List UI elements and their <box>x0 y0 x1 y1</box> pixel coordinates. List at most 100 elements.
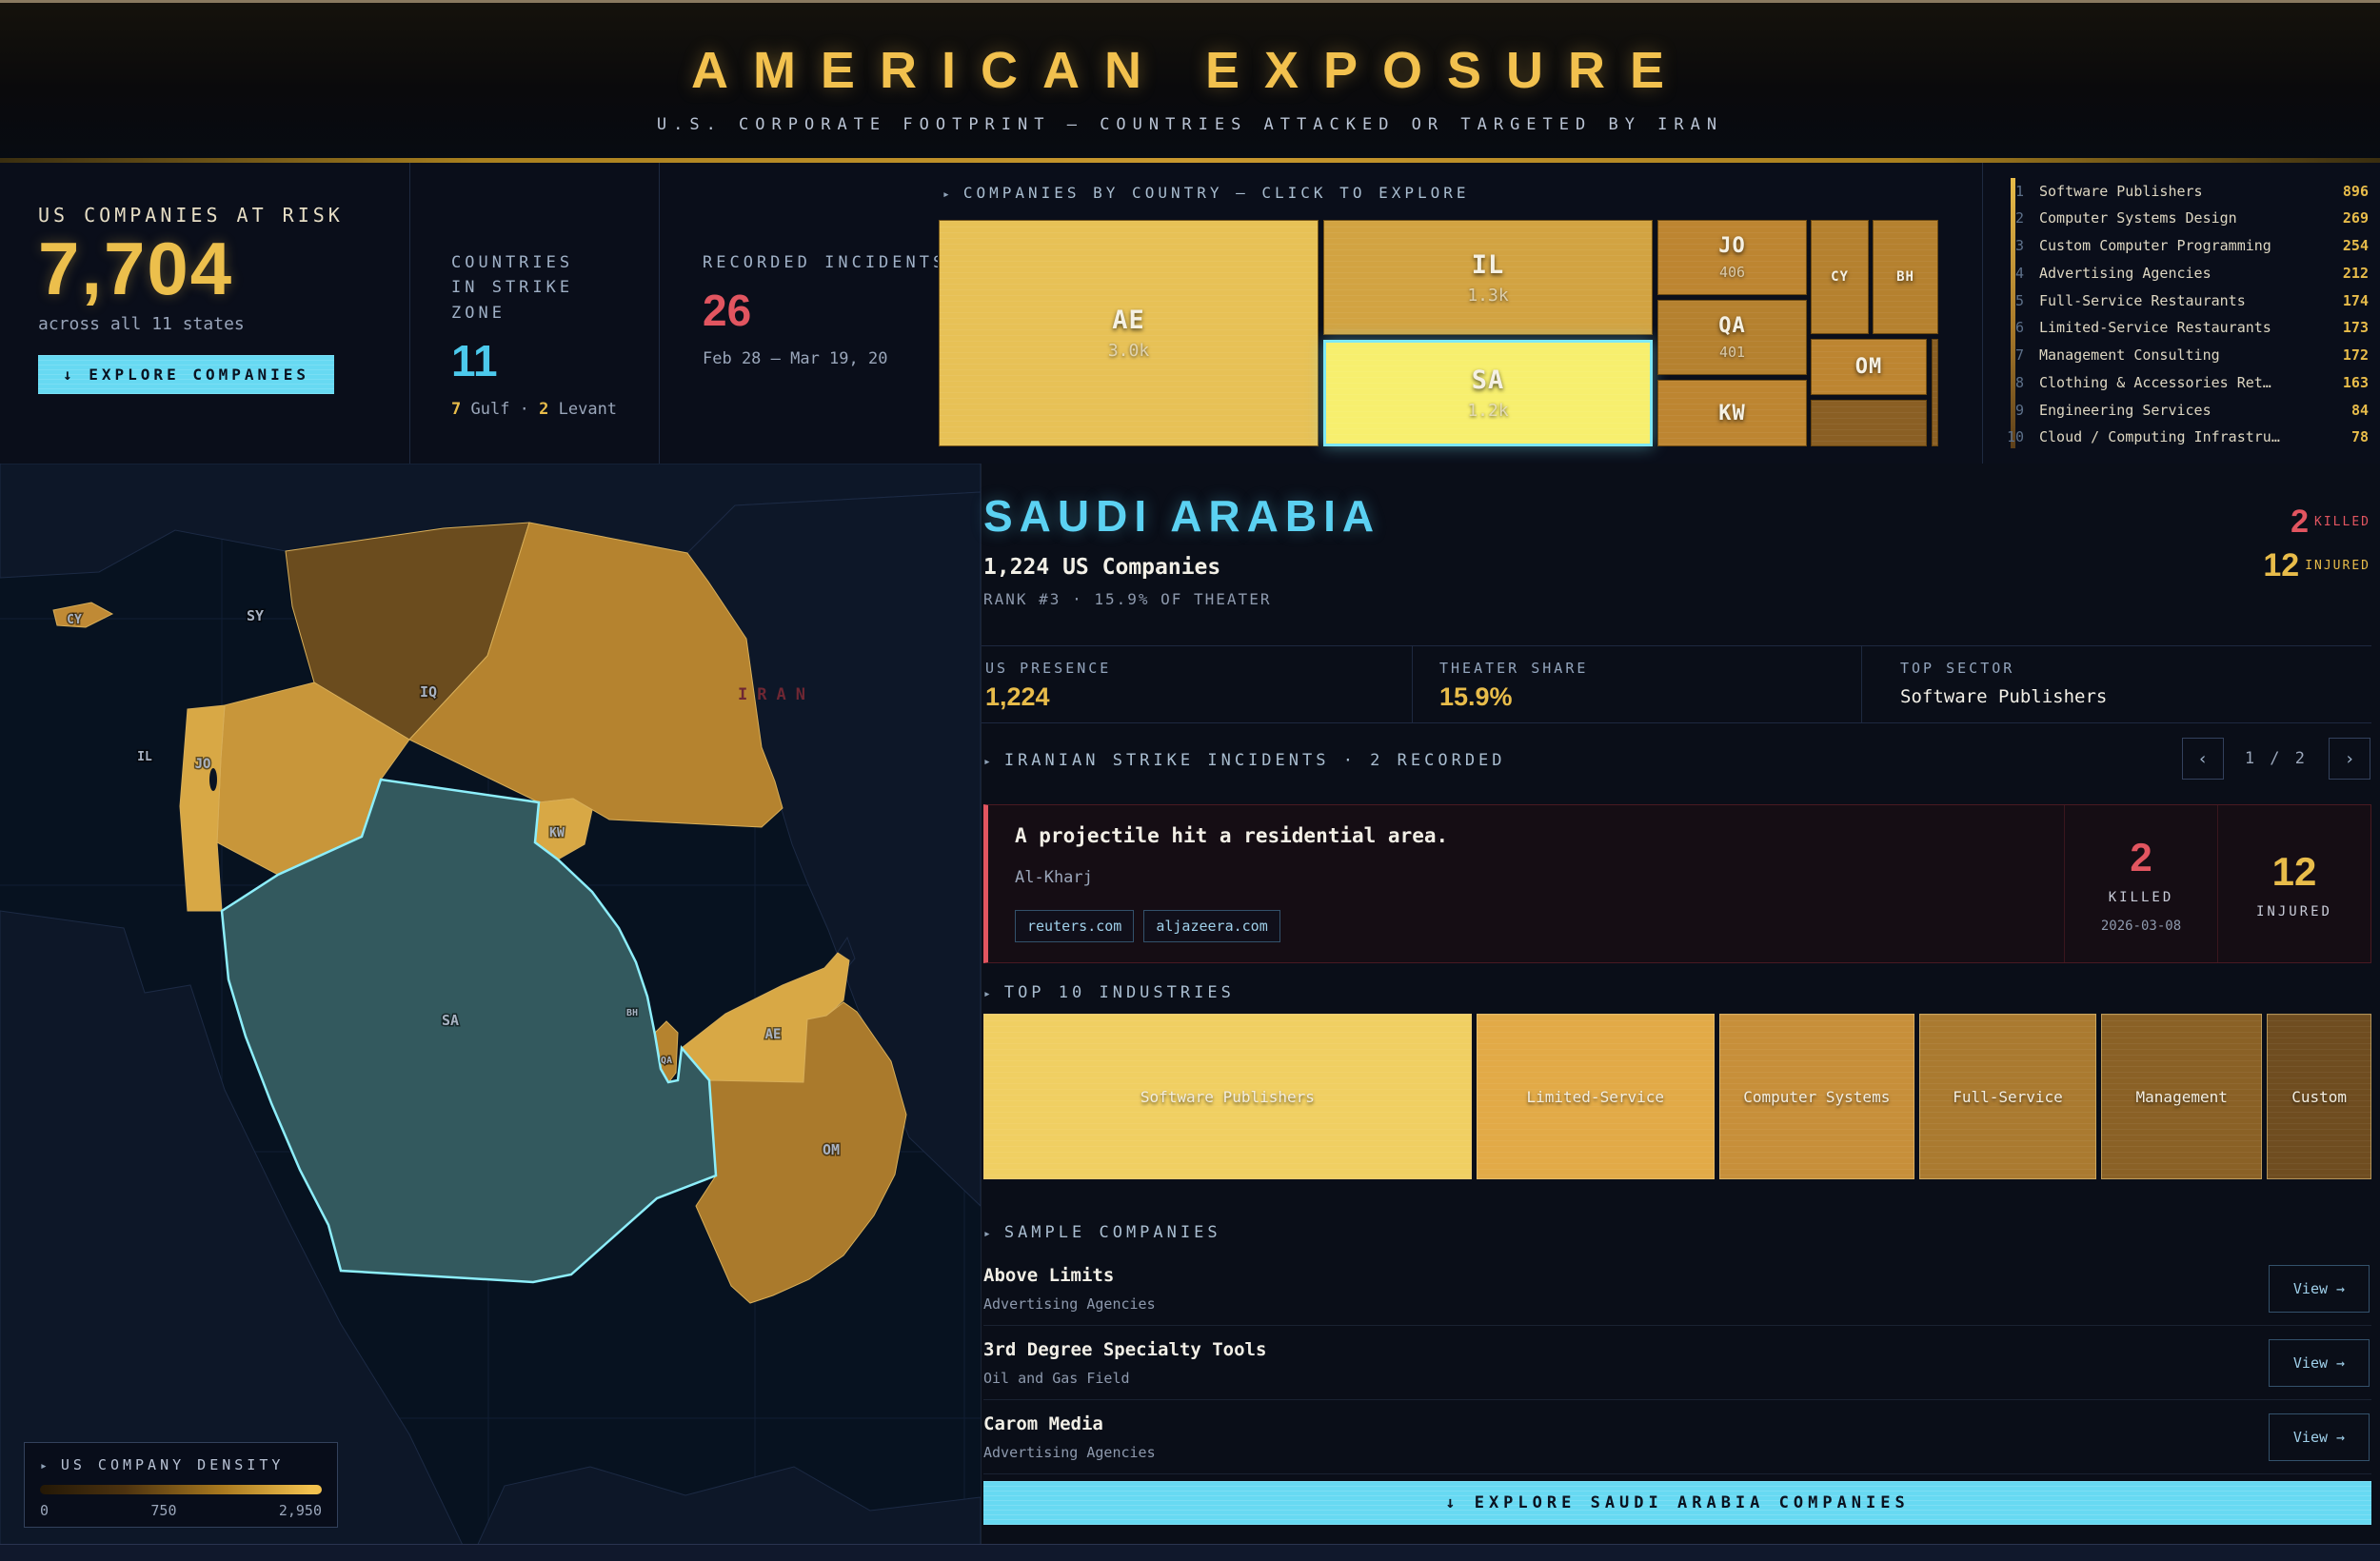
incidents-header-text: IRANIAN STRIKE INCIDENTS · 2 RECORDED <box>1003 751 1506 770</box>
treemap-node-code: CY <box>1831 269 1849 285</box>
industry-rank-row[interactable]: 10 Cloud / Computing Infrastru… 78 <box>1995 425 2369 450</box>
map-country-cy[interactable] <box>52 602 114 628</box>
density-ticks: 0 750 2,950 <box>40 1502 322 1519</box>
source-link-aljazeera-com[interactable]: aljazeera.com <box>1143 910 1280 942</box>
treemap-header: ▸ COMPANIES BY COUNTRY — CLICK TO EXPLORE <box>942 184 1470 202</box>
treemap-node-om[interactable]: OM <box>1811 339 1927 395</box>
company-row[interactable]: Carom Media Advertising Agencies View → <box>983 1400 2371 1474</box>
industry-rank-row[interactable]: 2 Computer Systems Design 269 <box>1995 206 2369 231</box>
map-country-iq[interactable] <box>408 522 783 828</box>
treemap-node-ae[interactable]: AE 3.0k <box>939 220 1319 446</box>
at-risk-sub: across all 11 states <box>38 313 245 334</box>
company-industry: Advertising Agencies <box>983 1444 1156 1461</box>
next-incident-button[interactable]: › <box>2329 738 2370 780</box>
sample-companies-list: Above Limits Advertising Agencies View → 3r… <box>983 1252 2371 1474</box>
injured-count: 12 <box>2263 547 2300 583</box>
industry-rank: 3 <box>2014 237 2024 255</box>
industry-value: 212 <box>2342 264 2369 282</box>
country-injured: 12 INJURED <box>2263 547 2370 584</box>
treemap-node-il[interactable]: IL 1.3k <box>1323 220 1653 335</box>
treemap-node-misc[interactable] <box>1932 339 1938 446</box>
levant-count: 2 <box>539 400 549 420</box>
page-title: AMERICAN EXPOSURE <box>690 42 1690 99</box>
industry-rank-row[interactable]: 8 Clothing & Accessories Ret… 163 <box>1995 369 2369 395</box>
incidents-header: ▸ IRANIAN STRIKE INCIDENTS · 2 RECORDED <box>983 751 1506 770</box>
industry-value: 269 <box>2342 209 2369 227</box>
view-company-button[interactable]: View → <box>2269 1265 2370 1313</box>
treemap-node-qa[interactable]: QA 401 <box>1657 300 1807 375</box>
treemap-node-kw[interactable]: KW <box>1657 380 1807 446</box>
industry-block-full-service[interactable]: Full-Service <box>1918 1014 2097 1179</box>
treemap-node-sa[interactable]: SA 1.2k <box>1323 340 1653 446</box>
treemap-node-cy[interactable]: CY <box>1811 220 1869 334</box>
incident-card: A projectile hit a residential area. Al-… <box>983 804 2371 963</box>
view-company-button[interactable]: View → <box>2269 1339 2370 1387</box>
header-divider <box>0 158 2380 163</box>
incidents-label: RECORDED INCIDENTS <box>703 253 938 272</box>
industry-rank-row[interactable]: 9 Engineering Services 84 <box>1995 397 2369 423</box>
industry-rank: 2 <box>2014 209 2024 227</box>
incident-injured-label: INJURED <box>2255 903 2332 919</box>
at-risk-value: 7,704 <box>38 227 234 310</box>
industry-block-management[interactable]: Management <box>2101 1014 2263 1179</box>
density-legend-title: ▸ US COMPANY DENSITY <box>40 1456 322 1473</box>
map-label-iq: IQ <box>420 683 437 701</box>
industry-rank-row[interactable]: 7 Management Consulting 172 <box>1995 343 2369 368</box>
industry-rank-row[interactable]: 1 Software Publishers 896 <box>1995 178 2369 204</box>
incident-killed-count: 2 <box>2130 834 2152 879</box>
treemap-node-value: 1.3k <box>1467 285 1509 306</box>
treemap-node-misc[interactable] <box>1811 400 1927 446</box>
industry-block-computer-systems[interactable]: Computer Systems <box>1718 1014 1914 1179</box>
industry-label: Engineering Services <box>2039 401 2211 419</box>
view-company-button[interactable]: View → <box>2269 1413 2370 1461</box>
industry-label: Limited-Service Restaurants <box>2039 319 2271 337</box>
company-name: Carom Media <box>983 1413 1103 1434</box>
treemap-node-jo[interactable]: JO 406 <box>1657 220 1807 295</box>
map-dead-sea <box>209 768 217 791</box>
explore-country-button[interactable]: ↓ EXPLORE SAUDI ARABIA COMPANIES <box>983 1481 2371 1525</box>
stat-strike-zone: COUNTRIES IN STRIKE ZONE 11 7 Gulf · 2 L… <box>409 163 659 464</box>
incident-description: A projectile hit a residential area. <box>1015 824 1449 847</box>
company-name: Above Limits <box>983 1265 1115 1286</box>
map-label-sa: SA <box>442 1012 459 1029</box>
map-label-iran: IRAN <box>738 685 815 704</box>
industry-label: Software Publishers <box>2039 182 2203 200</box>
map-label-qa: QA <box>661 1056 672 1066</box>
stat-top-sector: TOP SECTOR Software Publishers <box>1861 646 2371 722</box>
middle-east-map[interactable]: CY SY IQ JO IL KW SA BH QA AE OM IRAN <box>0 463 982 1561</box>
industry-rank: 6 <box>2014 319 2024 337</box>
stats-row: US COMPANIES AT RISK 7,704 across all 11… <box>0 163 2380 464</box>
industry-rank-row[interactable]: 5 Full-Service Restaurants 174 <box>1995 287 2369 313</box>
prev-incident-button[interactable]: ‹ <box>2181 738 2224 780</box>
company-row[interactable]: Above Limits Advertising Agencies View → <box>983 1252 2371 1326</box>
treemap-node-bh[interactable]: BH <box>1873 220 1938 334</box>
industry-block-software-publishers[interactable]: Software Publishers <box>983 1014 1472 1179</box>
treemap-node-value: 3.0k <box>1107 341 1150 361</box>
killed-count: 2 <box>2291 504 2310 540</box>
density-mid: 750 <box>150 1502 177 1519</box>
density-legend: ▸ US COMPANY DENSITY 0 750 2,950 <box>24 1442 338 1528</box>
map-country-il[interactable] <box>179 704 226 912</box>
country-name: SAUDI ARABIA <box>983 491 1381 541</box>
treemap-node-code: OM <box>1854 355 1883 379</box>
incident-location: Al-Kharj <box>1015 868 1093 887</box>
industry-rank-row[interactable]: 6 Limited-Service Restaurants 173 <box>1995 315 2369 341</box>
industry-block-custom[interactable]: Custom <box>2267 1014 2371 1179</box>
strike-zone-label: COUNTRIES IN STRIKE ZONE <box>451 253 574 323</box>
source-link-reuters-com[interactable]: reuters.com <box>1015 910 1135 942</box>
industry-block-limited-service[interactable]: Limited-Service <box>1476 1014 1715 1179</box>
map-neutral-land <box>0 463 982 1561</box>
company-row[interactable]: 3rd Degree Specialty Tools Oil and Gas Fi… <box>983 1326 2371 1400</box>
treemap-node-code: JO <box>1718 234 1746 258</box>
page-subtitle: U.S. CORPORATE FOOTPRINT — COUNTRIES ATT… <box>656 115 1724 134</box>
treemap-node-code: QA <box>1718 314 1746 338</box>
treemap-node-code: BH <box>1896 269 1914 285</box>
industry-rank-row[interactable]: 3 Custom Computer Programming 254 <box>1995 233 2369 259</box>
industry-rank-row[interactable]: 4 Advertising Agencies 212 <box>1995 260 2369 286</box>
industry-rank: 5 <box>2014 291 2024 309</box>
explore-companies-button[interactable]: ↓ EXPLORE COMPANIES <box>38 354 335 394</box>
industries-header: ▸ TOP 10 INDUSTRIES <box>983 983 1235 1002</box>
map-country-om[interactable] <box>695 1001 907 1304</box>
map-country-sa-selected[interactable] <box>220 778 718 1284</box>
